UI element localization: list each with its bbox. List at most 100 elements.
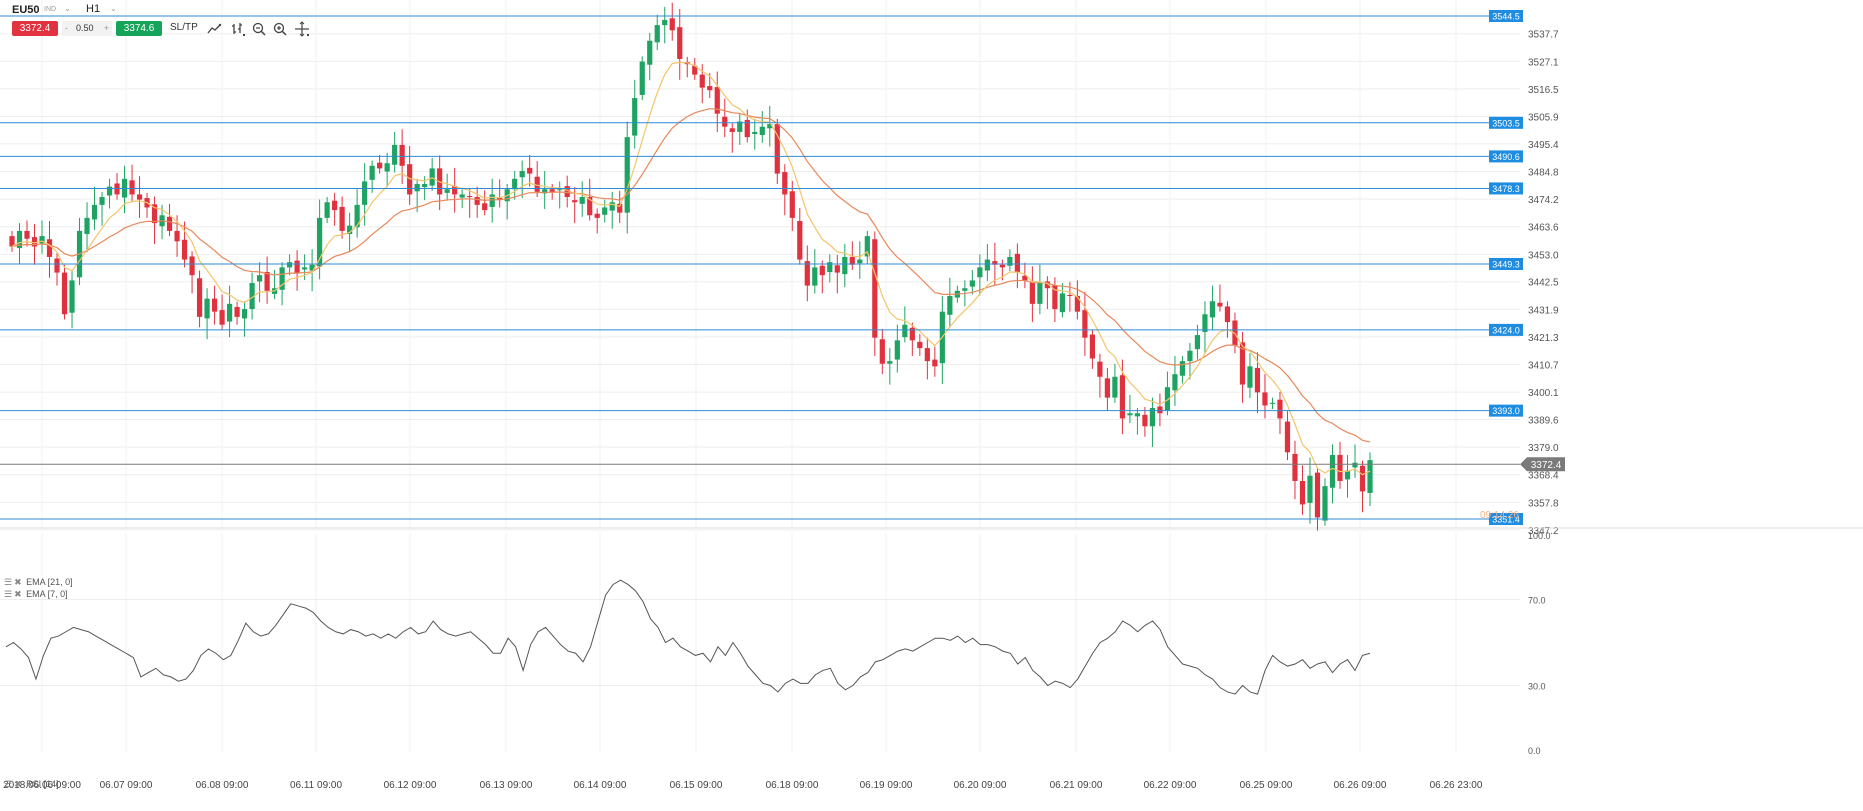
time-axis-tick: 06.21 09:00 xyxy=(1050,780,1103,791)
candle-up xyxy=(91,204,98,220)
candle-down xyxy=(407,164,413,195)
candle-down xyxy=(54,258,60,273)
candle-up xyxy=(309,264,315,271)
candle-up xyxy=(414,184,420,192)
close-icon[interactable]: ✖ xyxy=(14,577,22,587)
candle-up xyxy=(662,19,668,26)
ema21-legend[interactable]: ☰ ✖ EMA [21, 0] xyxy=(4,577,73,588)
candle-up xyxy=(1164,387,1171,411)
zoom-in-icon[interactable] xyxy=(272,21,288,37)
chevron-down-icon[interactable]: ⌄ xyxy=(64,4,71,13)
candle-up xyxy=(827,262,833,273)
price-level-tag[interactable] xyxy=(1489,257,1523,270)
ema7-legend[interactable]: ☰ ✖ EMA [7, 0] xyxy=(4,589,68,600)
candle-up xyxy=(362,181,368,205)
price-level-label: 3544.5 xyxy=(1492,12,1520,22)
rsi-line xyxy=(5,579,1371,695)
candle-up xyxy=(69,280,75,313)
candle-down xyxy=(1014,253,1020,273)
candle-down xyxy=(594,213,600,218)
lot-plus-button[interactable]: + xyxy=(103,23,109,33)
candle-down xyxy=(999,264,1005,268)
candle-down xyxy=(774,124,780,174)
price-level-tag[interactable] xyxy=(1489,10,1523,22)
sltp-button[interactable]: SL/TP xyxy=(170,22,198,33)
candle-up xyxy=(962,288,968,291)
symbol-label[interactable]: EU50 xyxy=(12,4,40,16)
candle-up xyxy=(579,197,585,204)
candle-down xyxy=(549,189,555,192)
price-axis-tick: 3516.5 xyxy=(1528,85,1559,96)
sell-button[interactable]: 3372.4 xyxy=(12,21,58,36)
menu-icon[interactable]: ☰ xyxy=(4,779,13,789)
candle-up xyxy=(519,170,525,178)
lot-minus-button[interactable]: - xyxy=(65,23,68,33)
candle-down xyxy=(114,183,120,195)
candle-up xyxy=(654,25,660,43)
price-level-label: 3449.3 xyxy=(1492,259,1520,269)
menu-icon[interactable]: ☰ xyxy=(4,577,13,587)
crosshair-icon[interactable] xyxy=(294,21,310,37)
chevron-down-icon[interactable]: ⌄ xyxy=(110,4,117,13)
price-axis-tick: 3505.9 xyxy=(1528,113,1559,124)
close-icon[interactable]: ✖ xyxy=(14,779,22,789)
candle-up xyxy=(1134,413,1141,417)
candle-down xyxy=(1142,414,1148,427)
lot-size-value[interactable]: 0.50 xyxy=(76,23,94,33)
candle-up xyxy=(204,298,210,319)
price-level-tag[interactable] xyxy=(1489,116,1523,129)
trendline-icon[interactable] xyxy=(206,21,222,37)
time-axis-tick: 06.18 09:00 xyxy=(766,780,819,791)
price-level-tag[interactable] xyxy=(1489,150,1523,163)
rsi-legend[interactable]: ☰ ✖ RSI [14] xyxy=(4,779,59,790)
menu-icon[interactable]: ☰ xyxy=(4,589,13,599)
time-axis-tick: 06.07 09:00 xyxy=(100,780,153,791)
candle-down xyxy=(1067,294,1073,297)
candle-up xyxy=(1269,402,1276,404)
candle-down xyxy=(189,256,195,276)
ema7-label: EMA [7, 0] xyxy=(26,589,68,599)
candle-up xyxy=(1172,374,1178,391)
candle-down xyxy=(707,86,713,91)
candle-down xyxy=(129,180,135,195)
timeframe-selector[interactable]: H1 xyxy=(86,3,101,15)
rsi-label: RSI [14] xyxy=(26,779,59,789)
lot-size-stepper[interactable]: - 0.50 + xyxy=(62,21,112,36)
candle-up xyxy=(84,217,90,235)
candle-up xyxy=(1352,462,1358,468)
close-icon[interactable]: ✖ xyxy=(14,589,22,599)
candle-up xyxy=(1194,335,1201,350)
candle-up xyxy=(902,324,908,338)
zoom-out-icon[interactable] xyxy=(251,21,267,37)
rsi-axis-tick: 70.0 xyxy=(1528,596,1546,606)
candle-up xyxy=(369,165,375,180)
price-axis-tick: 3347.2 xyxy=(1528,526,1559,537)
candle-down xyxy=(1104,378,1111,398)
candle-down xyxy=(669,18,675,31)
rsi-axis-tick: 30.0 xyxy=(1528,682,1546,692)
candle-up xyxy=(1112,376,1118,398)
candle-up xyxy=(16,230,23,249)
candle-down xyxy=(872,239,878,338)
time-axis-tick: 06.22 09:00 xyxy=(1144,780,1197,791)
price-level-tag[interactable] xyxy=(1489,182,1523,195)
price-level-tag[interactable] xyxy=(1489,513,1523,525)
candle-down xyxy=(24,230,30,239)
price-level-label: 3424.0 xyxy=(1492,325,1520,335)
candle-down xyxy=(482,203,488,211)
candle-up xyxy=(256,275,263,282)
candle-up xyxy=(752,131,758,135)
bars-icon[interactable] xyxy=(230,21,246,37)
candle-up xyxy=(1187,350,1193,362)
candle-down xyxy=(714,87,720,114)
price-level-tag[interactable] xyxy=(1489,323,1523,336)
candle-down xyxy=(377,162,383,169)
candle-down xyxy=(219,310,225,325)
candle-up xyxy=(1247,366,1253,388)
buy-button[interactable]: 3374.6 xyxy=(116,21,162,36)
candle-up xyxy=(249,282,255,310)
candle-down xyxy=(932,359,938,367)
candle-up xyxy=(241,309,248,319)
price-level-tag[interactable] xyxy=(1489,404,1523,417)
